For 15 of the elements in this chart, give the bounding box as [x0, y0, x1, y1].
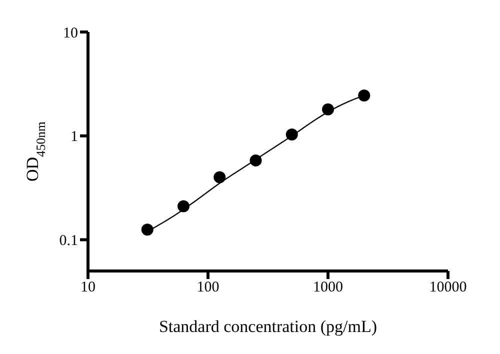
x-axis-title: Standard concentration (pg/mL) — [158, 317, 378, 336]
x-tick-label: 1000 — [313, 280, 343, 296]
point — [178, 200, 190, 212]
x-tick-label: 10000 — [429, 280, 467, 296]
point — [322, 103, 334, 116]
point — [214, 171, 226, 184]
y-tick-label: 10 — [63, 25, 78, 42]
point — [358, 89, 370, 102]
point — [286, 128, 298, 141]
x-tick-label: 100 — [196, 280, 220, 296]
y-tick-label: 0.1 — [59, 233, 78, 250]
point — [250, 154, 262, 166]
x-tick-label: 10 — [80, 280, 96, 296]
point — [141, 224, 154, 236]
y-tick-label: 1 — [70, 129, 78, 146]
